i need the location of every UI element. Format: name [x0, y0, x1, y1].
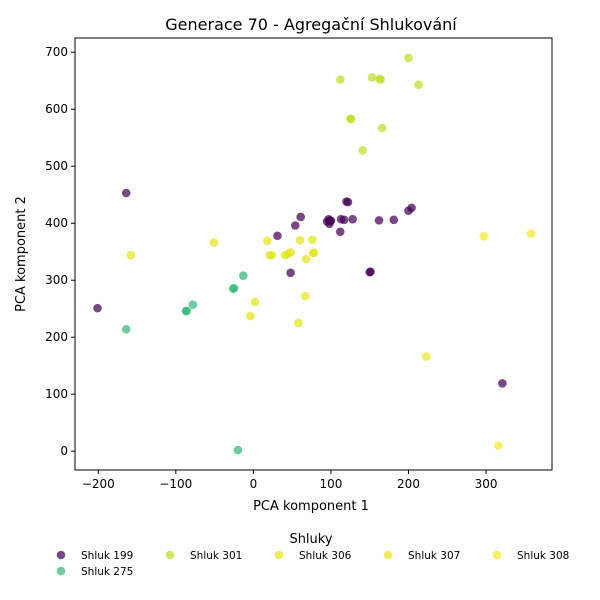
data-point-3-3	[250, 297, 260, 307]
data-point-3-1	[209, 238, 219, 247]
legend-label-2: Shluk 301	[190, 550, 242, 562]
x-tick-label-3: 100	[319, 477, 342, 491]
data-point-3-0	[126, 250, 136, 260]
legend-marker-0	[56, 550, 66, 560]
plot-points	[93, 53, 536, 455]
data-point-2-7	[377, 123, 387, 133]
y-axis-ticks: 0 100 200 300 400 500 600 700	[45, 45, 75, 458]
legend-label-4: Shluk 307	[408, 550, 460, 562]
legend-marker-2	[165, 550, 175, 560]
data-point-0-4	[290, 221, 300, 230]
data-point-3-13	[301, 254, 311, 264]
y-tick-label-4: 400	[45, 216, 68, 230]
y-tick-label-7: 700	[45, 45, 68, 59]
x-tick-label-4: 200	[397, 477, 420, 491]
x-tick-label-2: 0	[250, 477, 258, 491]
data-point-2-9	[414, 80, 423, 90]
data-point-1-3	[188, 300, 198, 310]
legend-label-5: Shluk 308	[517, 550, 569, 562]
y-tick-label-0: 0	[60, 444, 68, 458]
data-point-0-3	[286, 268, 295, 278]
data-point-4-0	[422, 352, 431, 361]
data-point-0-23	[498, 379, 507, 388]
data-point-0-15	[343, 197, 353, 207]
y-axis-label: PCA komponent 2	[14, 196, 29, 312]
data-point-5-2	[526, 229, 536, 238]
data-point-1-2	[181, 306, 191, 316]
y-tick-label-3: 300	[45, 273, 68, 287]
data-point-2-4	[367, 73, 377, 82]
data-point-1-5	[229, 283, 239, 293]
data-point-2-2	[346, 114, 356, 124]
data-point-3-16	[309, 248, 319, 258]
data-point-5-1	[494, 441, 503, 450]
plot-frame	[74, 37, 553, 471]
legend-title: Shluky	[289, 532, 332, 547]
legend-marker-5	[492, 550, 502, 560]
data-point-0-19	[374, 216, 384, 225]
legend-items: Shluk 199 Shluk 275 Shluk 301 Shluk 306 Shlu…	[56, 550, 569, 578]
legend-marker-4	[383, 550, 393, 560]
data-point-5-0	[479, 232, 489, 241]
data-point-2-0	[335, 75, 345, 84]
legend-label-1: Shluk 275	[81, 566, 133, 578]
x-axis-ticks: −200 −100 0 100 200 300	[82, 470, 498, 491]
x-tick-label-5: 300	[475, 477, 498, 491]
data-point-3-14	[308, 235, 317, 245]
y-tick-label-6: 600	[45, 102, 68, 116]
data-point-3-11	[295, 236, 305, 245]
chart-title: Generace 70 - Agregační Shlukování	[165, 15, 457, 34]
x-tick-label-1: −100	[159, 477, 192, 491]
legend-label-0: Shluk 199	[81, 550, 133, 562]
data-point-2-6	[376, 75, 385, 84]
data-point-2-3	[358, 145, 368, 155]
y-tick-label-1: 100	[45, 387, 68, 401]
data-point-0-22	[407, 203, 416, 213]
data-point-0-1	[121, 188, 131, 198]
data-point-3-6	[267, 250, 277, 260]
data-point-3-10	[294, 318, 303, 328]
data-point-0-0	[93, 303, 102, 313]
legend-marker-1	[56, 566, 66, 576]
legend-marker-3	[274, 550, 284, 560]
data-point-1-0	[121, 324, 131, 334]
data-point-2-8	[404, 53, 413, 63]
data-point-0-2	[273, 231, 282, 241]
y-tick-label-5: 500	[45, 159, 68, 173]
data-point-3-4	[263, 236, 272, 246]
data-point-0-13	[339, 215, 349, 225]
data-point-3-12	[301, 291, 310, 301]
legend-label-3: Shluk 306	[299, 550, 352, 562]
data-point-0-18	[366, 267, 375, 276]
y-tick-label-2: 200	[45, 330, 68, 344]
data-point-3-2	[245, 311, 255, 321]
data-point-0-10	[326, 216, 336, 226]
data-point-0-20	[389, 215, 399, 225]
data-point-1-7	[233, 445, 243, 455]
data-point-0-11	[335, 227, 345, 237]
data-point-0-16	[348, 214, 357, 224]
x-tick-label-0: −200	[82, 477, 115, 491]
data-point-1-6	[239, 271, 248, 280]
data-point-3-9	[286, 247, 295, 257]
x-axis-label: PCA komponent 1	[253, 499, 369, 514]
data-point-0-5	[296, 212, 306, 222]
